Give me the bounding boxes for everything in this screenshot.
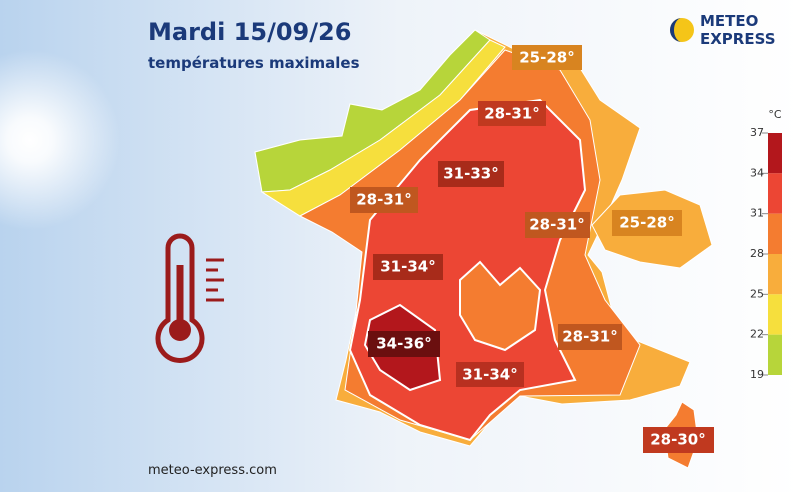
title: Mardi 15/09/26 [148,18,351,46]
label-box [373,254,443,280]
legend-band [768,213,782,254]
legend-tick-label: 34 [750,166,764,179]
zone-label: 25-28° [519,49,574,67]
zone-28-inner [459,260,542,352]
logo-text: EXPRESS [700,30,776,48]
logo-text: METEO [700,12,758,30]
legend-band [768,173,782,214]
label-box [456,362,524,387]
zone-label: 28-31° [562,328,617,346]
zone-label: 28-30° [650,431,705,449]
zone-labels: 25-28° 28-31° 31-33° 28-31° 28-31° 25-28… [350,45,714,453]
zone-label: 34-36° [376,335,431,353]
label-box [438,161,504,187]
zone-label: 28-31° [529,216,584,234]
legend-band [768,334,782,375]
zone-label: 28-31° [484,105,539,123]
legend-band [768,254,782,295]
legend-tick-label: 19 [750,368,764,381]
zone-label: 31-34° [380,258,435,276]
subtitle: températures maximales [148,54,360,72]
zone-label: 31-33° [443,165,498,183]
zone-label: 31-34° [462,366,517,384]
thermometer-icon [155,233,224,363]
legend-unit: °C [768,108,782,121]
label-box [478,101,546,126]
legend-band [768,133,782,174]
legend-band [768,294,782,335]
legend-tick-label: 25 [750,287,764,300]
footer-url: meteo-express.com [148,463,277,478]
legend-tick-label: 31 [750,207,764,220]
zone-label: 25-28° [619,214,674,232]
label-box [558,324,622,350]
logo-sun [670,18,694,42]
label-box [350,187,418,213]
legend: °C 37 34 31 28 25 22 19 [750,108,782,381]
legend-tick-label: 37 [750,126,764,139]
label-box [612,210,682,236]
label-box [643,427,714,453]
label-box [368,331,440,357]
label-box [512,45,582,70]
sun-glow [0,50,120,230]
logo-moon [670,18,682,42]
zone-label: 28-31° [356,191,411,209]
legend-tick-label: 22 [750,328,764,341]
legend-tick-label: 28 [750,247,764,260]
logo: METEO EXPRESS [670,12,776,48]
label-box [525,212,590,238]
